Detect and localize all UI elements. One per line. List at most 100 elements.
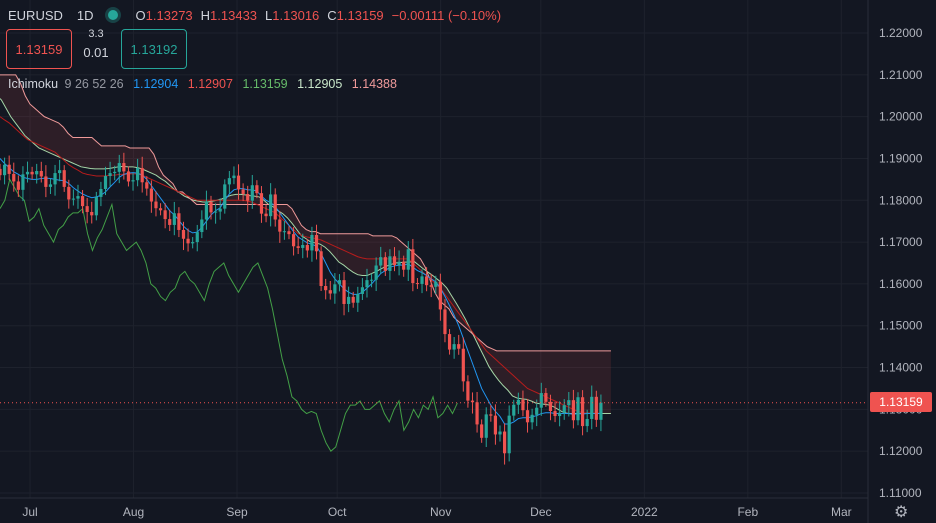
- spread-value: 0.01: [83, 45, 109, 60]
- candle-body: [278, 219, 282, 232]
- buy-button[interactable]: 1.13192: [121, 29, 187, 69]
- candle-body: [223, 184, 227, 209]
- candle-body: [466, 381, 470, 401]
- candle-body: [90, 211, 94, 216]
- sell-button[interactable]: 1.13159: [6, 29, 72, 69]
- candle-body: [30, 171, 34, 175]
- candle-body: [213, 211, 218, 213]
- indicator-params: 9 26 52 26: [64, 77, 124, 91]
- candle-body: [0, 168, 2, 176]
- candle-body: [85, 206, 89, 212]
- candle-body: [39, 171, 43, 177]
- candle-body: [259, 193, 264, 214]
- candle-body: [411, 249, 415, 284]
- x-tick-label: Nov: [430, 505, 451, 519]
- candle-body: [218, 208, 222, 212]
- candle-body: [319, 251, 323, 286]
- candle-body: [191, 242, 195, 244]
- candle-body: [415, 283, 420, 285]
- change-value: −0.00111 (−0.10%): [391, 7, 502, 23]
- candle-body: [44, 176, 48, 187]
- candle-body: [195, 232, 199, 243]
- candle-body: [12, 173, 16, 182]
- candle-body: [269, 194, 273, 217]
- y-tick-label: 1.22000: [879, 26, 923, 40]
- y-tick-label: 1.12000: [879, 444, 923, 458]
- candle-body: [406, 249, 410, 270]
- candle-body: [131, 180, 135, 182]
- candle-body: [594, 396, 598, 420]
- symbol-label[interactable]: EURUSD: [8, 7, 63, 23]
- open-key: O: [135, 7, 146, 23]
- candle-body: [457, 344, 461, 349]
- candle-body: [154, 201, 158, 209]
- candle-body: [521, 399, 525, 411]
- candle-body: [305, 245, 309, 251]
- y-tick-label: 1.21000: [879, 68, 923, 82]
- candle-body: [16, 181, 20, 190]
- candle-body: [122, 163, 126, 172]
- candle-body: [53, 173, 57, 185]
- base-value: 1.12907: [187, 77, 233, 91]
- y-tick-label: 1.18000: [879, 193, 923, 207]
- candle-body: [58, 170, 62, 174]
- candle-body: [571, 400, 575, 421]
- candle-body: [475, 402, 479, 425]
- candle-body: [310, 234, 314, 251]
- candle-body: [168, 219, 172, 225]
- candle-body: [333, 284, 337, 294]
- candle-body: [67, 186, 71, 200]
- high-value: 1.13433: [210, 7, 258, 23]
- high-key: H: [200, 7, 211, 23]
- candle-body: [48, 184, 53, 187]
- indicator-legend[interactable]: Ichimoku 9 26 52 26 1.12904 1.12907 1.13…: [8, 77, 403, 91]
- x-tick-label: Dec: [530, 505, 551, 519]
- candle-body: [539, 393, 543, 408]
- candle-body: [553, 411, 557, 417]
- candle-body: [204, 201, 209, 220]
- candle-body: [246, 194, 250, 201]
- candle-body: [117, 163, 121, 172]
- candle-body: [177, 213, 181, 230]
- x-tick-label: Mar: [831, 505, 852, 519]
- candle-body: [255, 185, 259, 194]
- conversion-value: 1.12904: [133, 77, 179, 91]
- candle-body: [590, 396, 594, 419]
- candle-body: [291, 234, 296, 247]
- candle-body: [489, 414, 493, 416]
- x-tick-label: Oct: [328, 505, 347, 519]
- candle-body: [461, 348, 465, 382]
- last-price-label: 1.13159: [870, 392, 932, 412]
- candle-body: [296, 246, 300, 248]
- open-value: 1.13273: [145, 7, 193, 23]
- candle-body: [186, 238, 190, 244]
- candle-body: [452, 344, 456, 350]
- spread-top: 3.3: [88, 28, 104, 40]
- candle-body: [388, 256, 392, 271]
- lagging-span: [0, 178, 458, 452]
- gear-icon[interactable]: ⚙: [894, 504, 909, 521]
- candle-body: [434, 281, 438, 287]
- candle-body: [402, 261, 406, 270]
- candle-body: [585, 418, 589, 427]
- candle-body: [209, 201, 213, 213]
- candle-body: [383, 257, 387, 271]
- candle-body: [140, 168, 144, 183]
- close-key: C: [327, 7, 337, 23]
- candle-body: [535, 407, 539, 415]
- candle-body: [158, 208, 163, 211]
- y-tick-label: 1.15000: [879, 319, 923, 333]
- y-tick-label: 1.11000: [879, 486, 922, 500]
- candle-body: [25, 171, 30, 175]
- candle-body: [62, 170, 66, 187]
- candle-body: [502, 431, 507, 454]
- base-line: [0, 116, 601, 414]
- candle-body: [282, 231, 287, 233]
- candle-body: [580, 397, 585, 427]
- timeframe-label[interactable]: 1D: [76, 7, 94, 23]
- candle-body: [525, 410, 530, 423]
- candle-body: [273, 194, 277, 220]
- candle-body: [172, 213, 176, 225]
- candle-body: [342, 280, 346, 304]
